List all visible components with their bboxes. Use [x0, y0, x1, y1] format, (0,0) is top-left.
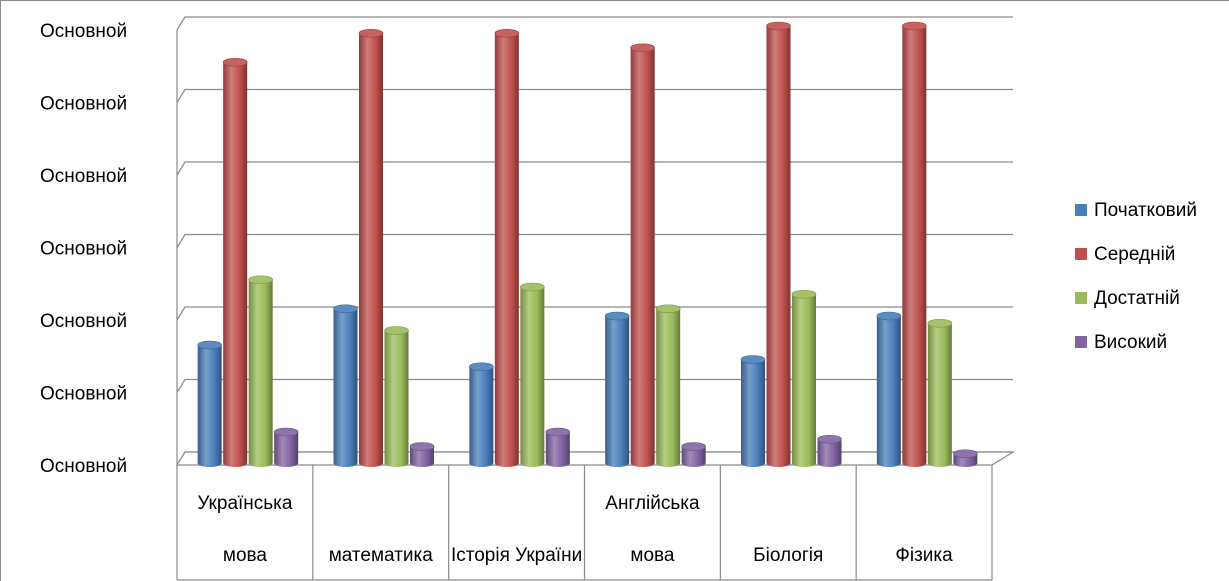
legend-label: Достатній	[1094, 288, 1180, 309]
legend-label: Середній	[1094, 244, 1175, 265]
bar	[682, 443, 706, 468]
bar	[520, 283, 544, 467]
bar	[767, 22, 791, 467]
bar	[359, 29, 383, 467]
y-tick-label: Основной	[40, 384, 127, 405]
bar	[605, 312, 629, 467]
bar	[928, 319, 952, 467]
y-axis-tick-labels: Основной Основной Основной Основной Основной…	[40, 21, 127, 477]
bar	[741, 356, 765, 468]
gridline	[177, 17, 1013, 30]
legend-label: Високий	[1094, 332, 1167, 353]
bar	[902, 22, 926, 467]
legend-swatch	[1075, 336, 1087, 348]
y-tick-label: Основной	[40, 456, 127, 477]
legend-label: Початковий	[1094, 200, 1197, 221]
bar	[877, 312, 901, 467]
x-category-label: Історія України	[451, 545, 582, 566]
y-tick-label: Основной	[40, 21, 127, 42]
bar	[198, 341, 222, 467]
bar	[334, 305, 358, 467]
y-tick-label: Основной	[40, 311, 127, 332]
legend-swatch	[1075, 204, 1087, 216]
x-category-label: Українська	[197, 493, 293, 514]
bar	[223, 58, 247, 467]
gridline	[177, 162, 1013, 175]
y-tick-label: Основной	[40, 94, 127, 115]
x-category-label: мова	[630, 545, 675, 566]
bar	[792, 290, 816, 467]
legend-swatch	[1075, 248, 1087, 260]
bar	[546, 428, 570, 467]
x-category-label: Англійська	[605, 493, 700, 514]
bar	[631, 44, 655, 467]
bar	[953, 450, 977, 467]
bar	[818, 435, 842, 467]
x-category-label: мова	[223, 545, 268, 566]
x-axis-category-table: Українська мова математика Історія України А…	[177, 465, 992, 580]
y-tick-label: Основной	[40, 166, 127, 187]
bar	[274, 428, 298, 467]
x-category-label: Біологія	[753, 545, 823, 566]
bar	[410, 443, 434, 468]
x-category-label: Фізика	[895, 545, 953, 566]
bars	[198, 22, 978, 467]
gridline	[177, 90, 1013, 103]
x-category-label: математика	[329, 545, 434, 566]
legend: Початковий Середній Достатній Високий	[1075, 200, 1197, 353]
legend-swatch	[1075, 292, 1087, 304]
bar	[385, 327, 409, 468]
bar	[495, 29, 519, 467]
gridline	[177, 235, 1013, 248]
bar	[469, 363, 493, 467]
bar	[249, 276, 273, 467]
y-tick-label: Основной	[40, 239, 127, 260]
bar	[656, 305, 680, 467]
